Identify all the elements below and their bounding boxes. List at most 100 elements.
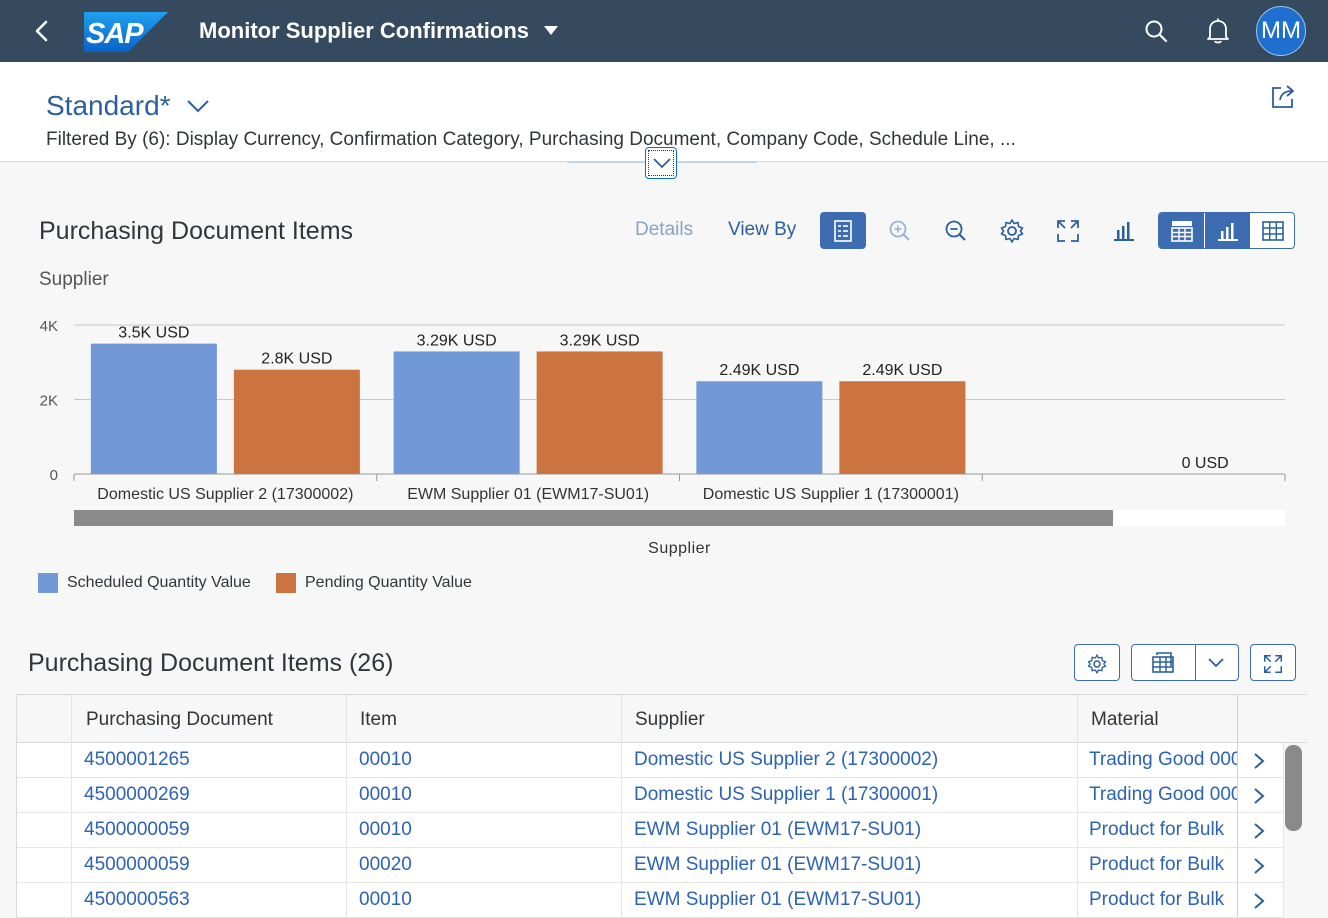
column-divider (346, 695, 347, 918)
table-row[interactable]: 4500000269 00010 Domestic US Supplier 1 … (17, 778, 1307, 813)
page-header: Standard* Filtered By (6): Display Curre… (0, 62, 1328, 162)
data-label: 3.29K USD (560, 332, 640, 349)
column-header-purchasing-document[interactable]: Purchasing Document (86, 709, 273, 730)
legend-swatch-scheduled (38, 573, 58, 593)
variant-title[interactable]: Standard* (46, 90, 171, 121)
legend-swatch-pending (276, 573, 296, 593)
zoom-in-icon[interactable] (884, 215, 916, 247)
gear-icon (1087, 654, 1107, 674)
variant-dropdown-icon[interactable] (186, 98, 210, 114)
column-divider (1237, 695, 1238, 918)
bar-chart-view-icon (1218, 223, 1238, 241)
supplier-link[interactable]: Domestic US Supplier 2 (17300002) (634, 749, 939, 770)
column-header-item[interactable]: Item (360, 709, 397, 730)
back-icon[interactable] (28, 17, 56, 45)
legend-label-pending[interactable]: Pending Quantity Value (305, 574, 472, 591)
full-screen-icon[interactable] (1052, 215, 1084, 247)
column-header-material[interactable]: Material (1091, 709, 1159, 730)
y-tick-label: 4K (40, 318, 58, 335)
purchasing-document-link[interactable]: 4500000059 (84, 854, 190, 875)
supplier-link[interactable]: EWM Supplier 01 (EWM17-SU01) (634, 854, 922, 875)
column-divider (1077, 695, 1078, 918)
chevron-right-icon[interactable] (1252, 892, 1266, 910)
chart-and-table-view-button[interactable] (1159, 213, 1204, 248)
chevron-right-icon[interactable] (1252, 752, 1266, 770)
purchasing-document-link[interactable]: 4500000059 (84, 819, 190, 840)
bar (233, 369, 360, 474)
data-label: 2.49K USD (719, 362, 799, 379)
y-tick-label: 0 (50, 467, 58, 484)
bar (696, 381, 823, 474)
table-settings-button[interactable] (1074, 644, 1120, 681)
view-switch (1158, 212, 1295, 249)
app-title[interactable]: Monitor Supplier Confirmations (199, 18, 529, 43)
chart-view-button[interactable] (1204, 213, 1249, 248)
data-label: 0 USD (1182, 455, 1229, 472)
data-label: 2.49K USD (862, 362, 942, 379)
user-avatar[interactable]: MM (1256, 6, 1306, 56)
view-by-button[interactable]: View By (728, 219, 797, 240)
shell-bar: SAP Monitor Supplier Confirmations MM (0, 0, 1328, 62)
item-link[interactable]: 00020 (359, 854, 412, 875)
item-link[interactable]: 00010 (359, 819, 412, 840)
item-link[interactable]: 00010 (359, 889, 412, 910)
material-link[interactable]: Trading Good 0001 (1089, 749, 1237, 770)
item-link[interactable]: 00010 (359, 784, 412, 805)
details-button[interactable]: Details (635, 219, 694, 240)
sap-logo[interactable]: SAP (84, 12, 168, 52)
table-fullscreen-button[interactable] (1250, 644, 1296, 681)
full-screen-icon (1264, 655, 1282, 673)
settings-gear-icon[interactable] (996, 215, 1028, 247)
search-icon[interactable] (1143, 18, 1169, 44)
table-title: Purchasing Document Items (26) (28, 649, 394, 677)
bar-chart: 0 2K 4K 3.5K USD 2.8K USD Domestic US Supplie… (40, 318, 1286, 557)
collapse-header-button[interactable] (645, 147, 677, 179)
chart-title: Purchasing Document Items (39, 217, 354, 245)
chevron-down-icon[interactable] (1207, 657, 1225, 669)
chevron-right-icon[interactable] (1252, 787, 1266, 805)
x-tick-label: Domestic US Supplier 2 (17300002) (97, 486, 353, 503)
data-label: 3.5K USD (118, 325, 189, 342)
bar-chart-icon[interactable] (1108, 215, 1140, 247)
chevron-right-icon[interactable] (1252, 822, 1266, 840)
material-link[interactable]: Product for Bulk (1089, 854, 1225, 875)
column-divider (71, 695, 72, 918)
x-tick-label: Domestic US Supplier 1 (17300001) (703, 486, 959, 503)
purchasing-document-link[interactable]: 4500001265 (84, 749, 190, 770)
export-divider (1195, 645, 1196, 680)
supplier-link[interactable]: EWM Supplier 01 (EWM17-SU01) (634, 889, 922, 910)
table-row[interactable]: 4500000563 00010 EWM Supplier 01 (EWM17-… (17, 883, 1307, 918)
bar (839, 381, 966, 474)
notification-bell-icon[interactable] (1205, 17, 1231, 45)
show-legend-button[interactable] (820, 212, 866, 249)
table-row[interactable]: 4500000059 00020 EWM Supplier 01 (EWM17-… (17, 848, 1307, 883)
chart-table-view-icon (1171, 221, 1193, 242)
svg-text:SAP: SAP (86, 18, 144, 50)
table-view-button[interactable] (1249, 213, 1294, 248)
material-link[interactable]: Product for Bulk (1089, 889, 1225, 910)
export-spreadsheet-icon (1152, 652, 1174, 673)
items-table: Purchasing Document Item Supplier Materi… (16, 694, 1307, 918)
column-header-supplier[interactable]: Supplier (635, 709, 705, 730)
y-tick-label: 2K (40, 393, 58, 410)
data-label: 3.29K USD (417, 332, 497, 349)
supplier-link[interactable]: EWM Supplier 01 (EWM17-SU01) (634, 819, 922, 840)
filter-summary: Filtered By (6): Display Currency, Confi… (46, 129, 1016, 150)
table-row[interactable]: 4500001265 00010 Domestic US Supplier 2 … (17, 743, 1307, 778)
zoom-out-icon[interactable] (940, 215, 972, 247)
export-menu-button[interactable] (1131, 644, 1239, 681)
purchasing-document-link[interactable]: 4500000269 (84, 784, 190, 805)
share-icon[interactable] (1270, 84, 1296, 110)
legend-label-scheduled[interactable]: Scheduled Quantity Value (67, 574, 251, 591)
item-link[interactable]: 00010 (359, 749, 412, 770)
material-link[interactable]: Trading Good 0001 (1089, 784, 1237, 805)
legend-icon (834, 220, 852, 242)
material-link[interactable]: Product for Bulk (1089, 819, 1225, 840)
purchasing-document-link[interactable]: 4500000563 (84, 889, 190, 910)
chevron-right-icon[interactable] (1252, 857, 1266, 875)
table-grid-icon (1262, 221, 1284, 241)
table-scrollbar-thumb[interactable] (1285, 745, 1302, 831)
table-row[interactable]: 4500000059 00010 EWM Supplier 01 (EWM17-… (17, 813, 1307, 848)
title-dropdown-icon[interactable] (543, 25, 559, 37)
supplier-link[interactable]: Domestic US Supplier 1 (17300001) (634, 784, 939, 805)
